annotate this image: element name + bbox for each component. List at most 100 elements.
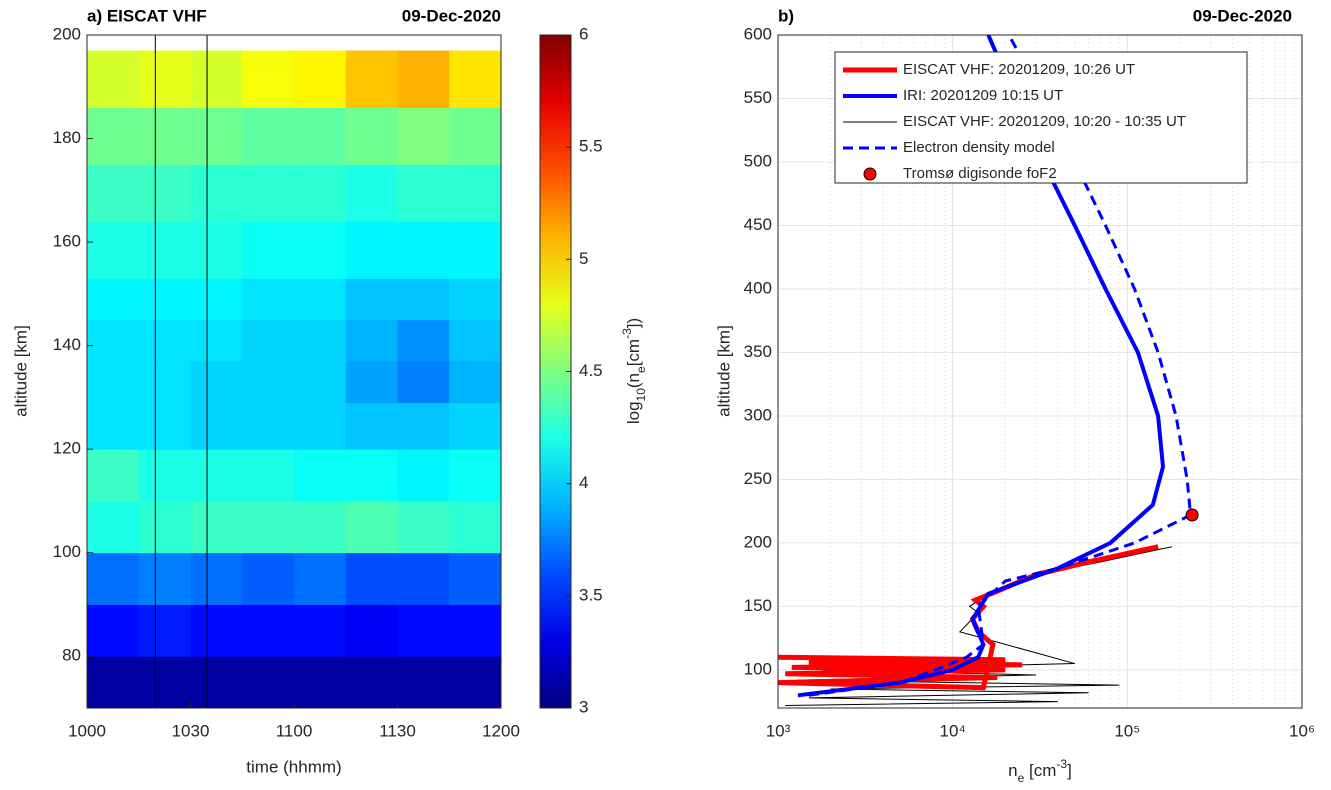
heat-cell — [138, 656, 191, 709]
heat-cell — [449, 656, 502, 709]
heat-cell — [87, 107, 140, 165]
heat-cell — [190, 164, 243, 222]
y-tick-label: 450 — [744, 215, 772, 234]
heat-cell — [190, 402, 243, 450]
heat-cell — [397, 449, 450, 502]
y-tick-label: 140 — [53, 335, 81, 354]
label-part: (n — [624, 373, 643, 388]
heat-cell — [242, 604, 295, 657]
heat-cell — [345, 221, 398, 279]
colorbar-tick-label: 4.5 — [579, 361, 603, 380]
heat-cell — [138, 319, 191, 362]
heat-cell — [138, 50, 191, 108]
heat-cell — [87, 449, 140, 502]
heat-cell — [87, 402, 140, 450]
x-axis-label: ne [cm-3] — [1008, 757, 1072, 785]
legend-label: EISCAT VHF: 20201209, 10:26 UT — [903, 61, 1135, 78]
x-tick-label: 1200 — [482, 721, 520, 740]
panel-a-date: 09-Dec-2020 — [402, 6, 501, 25]
heat-cell — [345, 449, 398, 502]
legend-label: EISCAT VHF: 20201209, 10:20 - 10:35 UT — [903, 113, 1186, 130]
heat-cell — [294, 361, 347, 404]
heat-cell — [449, 221, 502, 279]
y-tick-label: 100 — [744, 659, 772, 678]
heat-cell — [449, 164, 502, 222]
heat-cell — [397, 319, 450, 362]
panel-b-date: 09-Dec-2020 — [1193, 6, 1292, 25]
heat-cell — [242, 164, 295, 222]
colorbar-tick-label: 3 — [579, 697, 588, 716]
heat-cell — [87, 50, 140, 108]
heat-cell — [87, 319, 140, 362]
legend-marker — [863, 167, 877, 181]
heat-cell — [242, 278, 295, 321]
heat-cell — [87, 278, 140, 321]
label-part: e — [634, 366, 648, 373]
y-tick-label: 200 — [744, 532, 772, 551]
heat-cell — [87, 361, 140, 404]
heat-cell — [449, 500, 502, 554]
x-tick-label: 1000 — [68, 721, 106, 740]
legend-label: Electron density model — [903, 139, 1055, 156]
label-part: [cm — [1024, 761, 1056, 780]
axes-frame — [777, 34, 1303, 709]
legend-label: Tromsø digisonde foF2 — [903, 165, 1057, 182]
colorbar-tick-label: 5 — [579, 249, 588, 268]
heat-cell — [449, 361, 502, 404]
heat-cell — [397, 221, 450, 279]
heat-cell — [87, 500, 140, 554]
heat-cell — [345, 278, 398, 321]
x-tick-label: 1130 — [379, 721, 416, 740]
heat-cell — [345, 319, 398, 362]
heat-cell — [294, 278, 347, 321]
heat-cell — [190, 656, 243, 709]
heat-cell — [449, 604, 502, 657]
heat-cell — [294, 604, 347, 657]
heat-cell — [87, 552, 140, 605]
heat-cell — [345, 107, 398, 165]
heat-cell — [138, 500, 191, 554]
label-part: log — [624, 401, 643, 424]
y-tick-label: 600 — [744, 24, 772, 43]
heat-cell — [242, 449, 295, 502]
y-tick-label: 500 — [744, 151, 772, 170]
colorbar-tick-label: 5.5 — [579, 137, 603, 156]
heat-cell — [87, 656, 140, 709]
x-tick-label: 10⁵ — [1114, 721, 1140, 740]
heat-cell — [138, 402, 191, 450]
heat-cell — [87, 164, 140, 222]
heat-cell — [397, 656, 450, 709]
x-tick-label: 1100 — [276, 721, 313, 740]
label-part: n — [1008, 761, 1017, 780]
heat-cell — [138, 278, 191, 321]
heat-cell — [449, 319, 502, 362]
heat-cell — [138, 107, 191, 165]
y-tick-label: 80 — [62, 646, 81, 665]
y-tick-label: 150 — [744, 596, 772, 615]
panel-b-ylabel: altitude [km] — [714, 325, 733, 417]
x-tick-label: 1030 — [172, 721, 210, 740]
colorbar-label: log10(ne[cm-3]) — [620, 318, 648, 424]
heat-cell — [345, 164, 398, 222]
heat-cell — [294, 107, 347, 165]
heat-cell — [190, 449, 243, 502]
label-part: 10 — [634, 388, 648, 402]
y-tick-label: 250 — [744, 469, 772, 488]
profile-line — [778, 544, 1159, 691]
heat-cell — [397, 164, 450, 222]
heat-cell — [449, 107, 502, 165]
profile-line — [808, 35, 1193, 697]
heat-cell — [397, 361, 450, 404]
heat-cell — [190, 107, 243, 165]
heat-cell — [138, 449, 191, 502]
heat-cell — [449, 278, 502, 321]
heat-cell — [449, 552, 502, 605]
heat-cell — [138, 552, 191, 605]
heat-cell — [345, 361, 398, 404]
heat-cell — [242, 319, 295, 362]
heat-cell — [242, 656, 295, 709]
y-tick-label: 400 — [744, 278, 772, 297]
y-tick-label: 350 — [744, 342, 772, 361]
legend-box — [834, 51, 1248, 184]
heat-cell — [190, 221, 243, 279]
